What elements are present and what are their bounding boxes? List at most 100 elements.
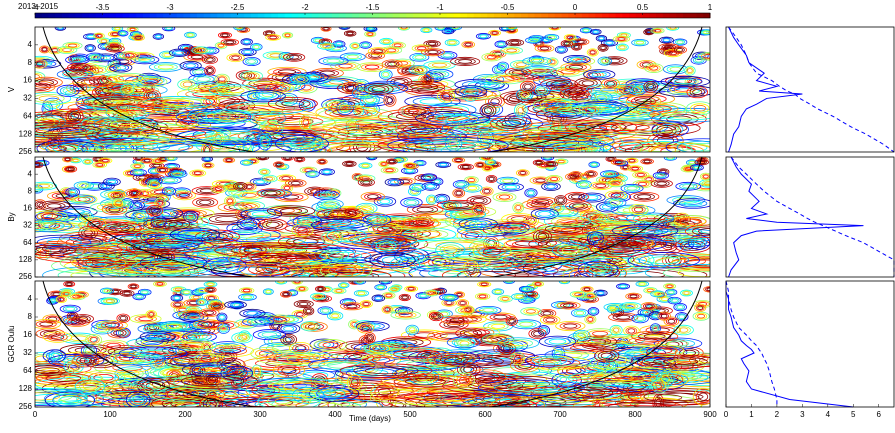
y-tick-label: 32 — [23, 94, 32, 103]
y-tick-label: 32 — [23, 348, 32, 357]
contour — [669, 27, 676, 30]
colorbar-cell — [413, 13, 421, 18]
contour — [110, 46, 120, 51]
contour — [322, 99, 354, 114]
contour — [380, 166, 399, 174]
contour — [443, 201, 475, 210]
contour — [643, 176, 655, 183]
contour — [172, 295, 182, 301]
contour — [140, 157, 154, 164]
contour — [251, 143, 314, 152]
contour — [517, 170, 528, 176]
contour — [446, 336, 481, 349]
contour — [476, 162, 485, 168]
contour — [295, 285, 309, 293]
contour — [139, 289, 150, 295]
contour — [67, 62, 92, 73]
contour — [286, 236, 326, 247]
contour — [183, 231, 207, 238]
contour — [182, 62, 199, 70]
contour — [194, 322, 206, 328]
contour — [240, 253, 298, 265]
contour — [93, 142, 154, 152]
contour — [645, 82, 656, 91]
contour — [559, 322, 582, 330]
contour — [174, 401, 216, 407]
contour — [597, 56, 613, 66]
contour — [390, 310, 421, 320]
contour — [35, 122, 120, 139]
contour — [41, 47, 48, 52]
contour — [484, 73, 526, 85]
contour — [68, 56, 87, 64]
contour — [366, 157, 378, 161]
contour — [367, 157, 376, 160]
contour — [324, 287, 330, 292]
contour — [308, 271, 374, 277]
colorbar-cell — [629, 13, 637, 18]
contour — [567, 90, 582, 97]
contour — [575, 180, 592, 189]
contour — [264, 31, 274, 36]
contour — [654, 292, 662, 296]
contour — [495, 76, 515, 82]
y-tick-label: 4 — [28, 40, 33, 49]
colorbar-cell — [210, 13, 218, 18]
colorbar-cell — [386, 13, 394, 18]
contour — [363, 27, 377, 32]
contour — [580, 182, 588, 187]
contour — [326, 311, 344, 321]
contour — [283, 185, 290, 191]
contour — [347, 120, 358, 132]
contour — [693, 104, 707, 112]
colorbar-cell — [176, 13, 184, 18]
contour — [545, 317, 556, 323]
contour — [612, 327, 620, 333]
contour — [327, 264, 365, 277]
contour — [433, 71, 446, 77]
contour — [103, 289, 111, 293]
contour — [385, 168, 394, 172]
contour — [490, 115, 533, 131]
contour — [695, 390, 710, 403]
contour — [77, 234, 108, 242]
contour — [698, 228, 710, 235]
contour — [362, 94, 377, 105]
contour — [318, 249, 372, 262]
contour — [122, 52, 137, 59]
contour — [127, 283, 140, 290]
contour — [475, 206, 483, 213]
contour — [435, 242, 466, 258]
contour — [84, 44, 96, 52]
contour — [592, 400, 683, 407]
contour — [653, 356, 708, 367]
contour — [335, 289, 343, 293]
contour — [581, 28, 591, 33]
contour — [47, 191, 80, 201]
contour — [388, 286, 401, 293]
contour — [129, 348, 178, 358]
contour — [128, 191, 139, 196]
contour — [165, 27, 172, 30]
contour — [483, 83, 500, 89]
contour — [42, 213, 54, 219]
contour — [499, 64, 506, 69]
colorbar-tick-label: 0.5 — [637, 3, 649, 12]
contour — [609, 306, 616, 312]
contour — [553, 341, 615, 355]
contour — [281, 100, 305, 107]
contour — [446, 39, 458, 46]
contour — [100, 39, 108, 43]
contour — [458, 217, 498, 231]
contour — [324, 201, 337, 207]
contour — [130, 51, 155, 61]
contour — [510, 40, 520, 45]
contour — [91, 128, 124, 140]
contour — [600, 352, 613, 360]
contour — [257, 218, 288, 232]
contour — [96, 203, 129, 212]
contour — [156, 209, 179, 218]
contour — [650, 377, 669, 394]
contour — [357, 291, 366, 296]
contour — [455, 158, 462, 162]
